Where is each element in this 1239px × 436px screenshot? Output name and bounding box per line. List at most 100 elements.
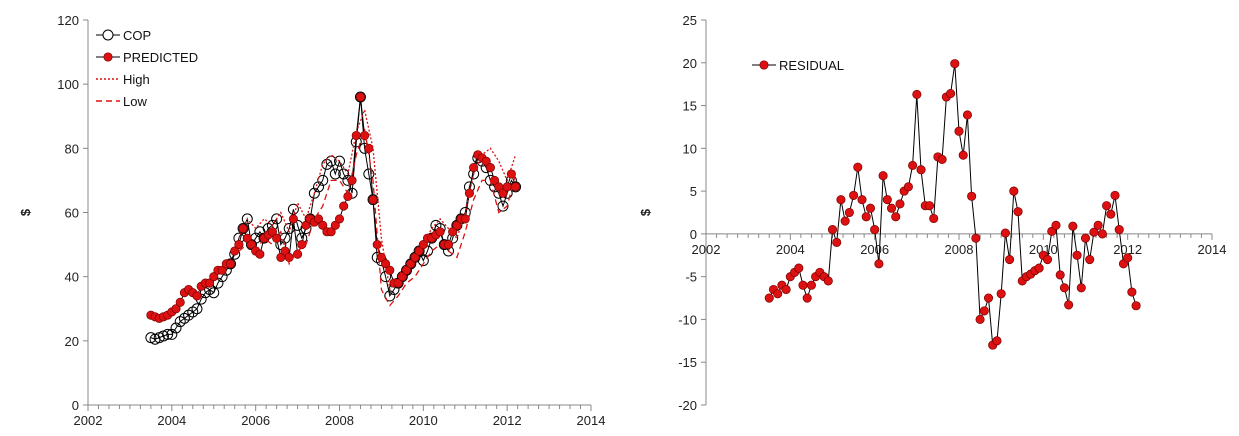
predicted-point xyxy=(448,227,458,237)
residual-point xyxy=(1068,221,1078,231)
x-tick-label: 2004 xyxy=(157,413,186,428)
residual-point xyxy=(912,89,922,99)
residual-point xyxy=(1043,255,1053,265)
residual-point xyxy=(895,199,905,209)
residual-point xyxy=(1055,270,1065,280)
residual-point xyxy=(971,233,981,243)
cop-point xyxy=(271,213,283,225)
predicted-point xyxy=(326,227,336,237)
legend-label-residual: RESIDUAL xyxy=(779,58,844,73)
x-tick-label: 2002 xyxy=(74,413,103,428)
residual-point xyxy=(1009,186,1019,196)
y-axis-title: $ xyxy=(18,208,33,216)
predicted-point xyxy=(293,249,303,259)
y-tick-label: 40 xyxy=(65,270,79,285)
residual-point xyxy=(924,201,935,211)
residual-point xyxy=(870,225,880,235)
residual-point xyxy=(849,190,859,200)
predicted-point xyxy=(209,272,219,282)
residual-point xyxy=(967,191,977,201)
predicted-point xyxy=(410,252,420,262)
residual-point xyxy=(802,293,812,303)
residual-point xyxy=(1076,283,1086,293)
cop-point xyxy=(354,91,366,103)
predicted-point xyxy=(347,175,357,185)
residual-point xyxy=(916,165,926,175)
residual-point xyxy=(773,289,783,299)
residual-point xyxy=(908,160,918,170)
y-tick-label: 20 xyxy=(65,334,79,349)
residual-point xyxy=(1072,250,1082,260)
legend-label-high: High xyxy=(123,72,150,87)
residual-point xyxy=(1093,220,1103,230)
predicted-point xyxy=(385,265,395,275)
y-tick-label: -15 xyxy=(678,355,697,370)
cop-point xyxy=(191,303,203,315)
residual-point xyxy=(975,314,985,324)
predicted-point xyxy=(510,182,521,192)
x-tick-label: 2008 xyxy=(945,242,974,257)
y-tick-label: 5 xyxy=(690,184,697,199)
residual-point xyxy=(992,336,1002,346)
residual-point xyxy=(798,280,808,290)
residual-point xyxy=(886,203,897,213)
residual-point xyxy=(946,89,956,99)
predicted-point xyxy=(318,220,328,230)
predicted-point xyxy=(481,156,491,166)
residual-chart: -20 -15 -10 -5 0 5 10 15 20 25 2002 2004 2006 2008 201… xyxy=(638,13,1226,413)
y-tick-label: -20 xyxy=(678,398,697,413)
predicted-point xyxy=(469,163,479,173)
predicted-point xyxy=(267,227,277,237)
predicted-point xyxy=(339,201,349,211)
residual-point xyxy=(844,207,854,218)
price-chart: 0 20 40 60 80 100 120 2002 2004 2006 2008 2010 2012 2… xyxy=(18,13,605,428)
cop-point xyxy=(208,287,220,299)
cop-point xyxy=(170,322,182,334)
residual-point xyxy=(878,171,888,181)
y-tick-label: 0 xyxy=(690,227,697,242)
residual-point xyxy=(903,182,913,192)
y-tick-label: 25 xyxy=(683,13,697,28)
residual-point xyxy=(836,195,846,205)
series-low-line xyxy=(238,128,517,307)
x-tick-label: 2008 xyxy=(325,413,354,428)
predicted-point xyxy=(242,233,252,243)
residual-point xyxy=(937,154,947,165)
residual-point xyxy=(840,216,850,226)
predicted-point xyxy=(192,291,202,301)
residual-point xyxy=(929,213,939,224)
legend-label-cop: COP xyxy=(123,28,151,43)
cop-point xyxy=(237,223,249,235)
series-high-line xyxy=(238,107,517,292)
predicted-point xyxy=(171,304,181,314)
residual-point xyxy=(832,237,842,247)
x-tick-label: 2004 xyxy=(776,242,805,257)
residual-point xyxy=(874,259,884,269)
cop-point xyxy=(363,168,375,180)
residual-point xyxy=(979,306,989,316)
cop-point xyxy=(329,168,341,180)
residual-point xyxy=(794,263,804,273)
predicted-point xyxy=(255,249,265,259)
residual-point xyxy=(1110,190,1120,200)
residual-point xyxy=(823,276,833,286)
y-axis-title: $ xyxy=(638,208,653,216)
predicted-point xyxy=(381,259,391,269)
legend-marker xyxy=(103,52,113,62)
residual-point xyxy=(1080,233,1091,243)
residual-point xyxy=(764,293,774,303)
residual-point xyxy=(1013,207,1023,217)
predicted-point xyxy=(502,182,512,192)
cop-point xyxy=(241,213,253,225)
y-tick-label: 20 xyxy=(683,56,697,71)
residual-point xyxy=(950,59,960,69)
residual-point xyxy=(1114,225,1124,235)
residual-point xyxy=(806,280,816,290)
predicted-point xyxy=(330,220,340,230)
series-residual-line xyxy=(768,63,1137,347)
cop-point xyxy=(166,328,178,340)
y-tick-label: 10 xyxy=(683,141,697,156)
legend-label-predicted: PREDICTED xyxy=(123,50,198,65)
